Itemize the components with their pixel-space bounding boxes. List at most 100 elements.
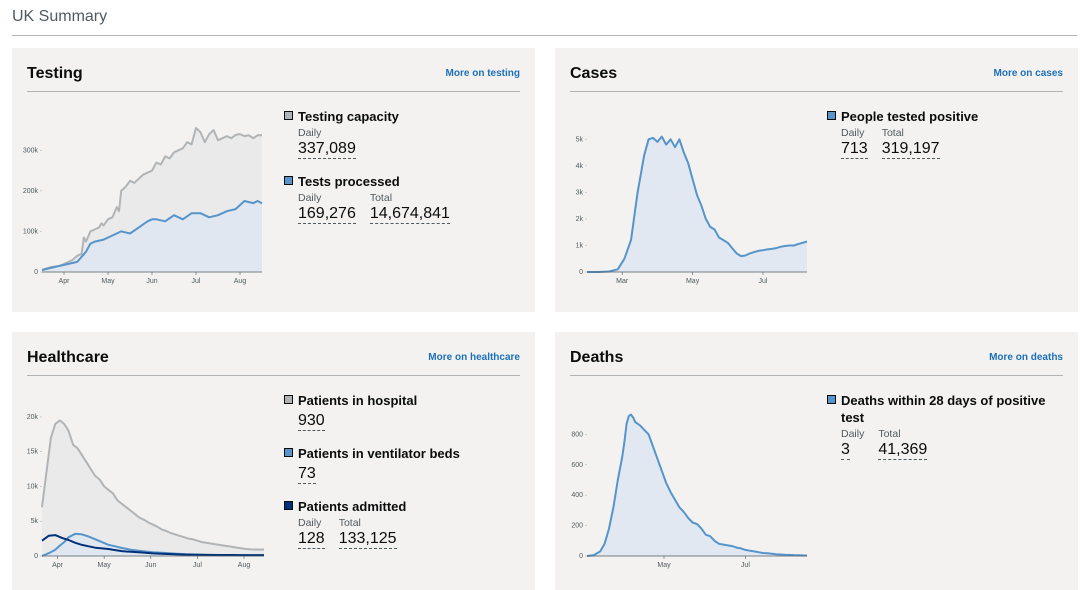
x-tick-label: May: [657, 562, 671, 569]
card-header: Healthcare More on healthcare: [27, 349, 520, 376]
testing-stats: Testing capacity Daily 337,089 Tests proc…: [284, 108, 464, 238]
card-header: Deaths More on deaths: [570, 349, 1063, 376]
y-tick-label: 200: [571, 523, 583, 530]
y-tick-label: 200k: [23, 188, 39, 195]
stat-deaths-within-28-days: Deaths within 28 days of positive test D…: [827, 392, 1057, 460]
card-header: Testing More on testing: [27, 65, 520, 92]
total-label: Total: [878, 428, 901, 440]
y-tick-label: 100k: [23, 228, 39, 235]
series-line: [41, 534, 264, 557]
stat-patients-admitted: Patients admitted Daily 128 Total 133,125: [284, 498, 460, 549]
total-label: Total: [881, 127, 904, 139]
stat-label: People tested positive: [841, 109, 979, 124]
daily-label: Daily: [841, 428, 865, 440]
more-on-deaths-link[interactable]: More on deaths: [989, 352, 1063, 363]
cases-stats: People tested positive Daily 713 Total 319…: [827, 108, 978, 173]
legend-swatch: [284, 176, 293, 185]
x-tick-label: Mar: [616, 278, 629, 285]
testing-card: Testing More on testing 0 100k 200k 300k Apr…: [12, 48, 535, 312]
legend-swatch: [284, 395, 293, 404]
healthcare-chart: 0 5k 10k 15k 20k Apr May Jun Jul Aug: [27, 414, 265, 569]
y-tick-label: 5k: [576, 136, 584, 143]
stat-patients-in-ventilator-beds: Patients in ventilator beds 73: [284, 445, 460, 484]
card-title: Deaths: [570, 349, 624, 366]
series-area: [42, 533, 264, 556]
healthcare-card: Healthcare More on healthcare 0 5k 10k 15k 2…: [12, 332, 535, 590]
series-line: [587, 135, 808, 273]
daily-value[interactable]: 169,276: [298, 205, 356, 224]
stat-label: Patients in hospital: [298, 393, 418, 408]
card-header: Cases More on cases: [570, 65, 1063, 92]
x-tick-label: Jul: [759, 278, 768, 285]
legend-swatch: [284, 111, 293, 120]
y-tick-label: 15k: [27, 449, 39, 456]
y-tick-label: 0: [34, 269, 38, 276]
series-area: [42, 420, 264, 556]
x-tick-label: Aug: [234, 278, 247, 285]
legend-swatch: [827, 111, 836, 120]
more-on-testing-link[interactable]: More on testing: [445, 68, 520, 79]
daily-value[interactable]: 73: [298, 465, 316, 484]
stat-testing-capacity: Testing capacity Daily 337,089: [284, 108, 464, 159]
stat-label: Tests processed: [298, 174, 400, 189]
x-tick-label: May: [686, 278, 700, 285]
daily-label: Daily: [841, 127, 865, 139]
cases-card: Cases More on cases 0 1k 2k 3k 4k 5k Mar May Jul…: [555, 48, 1078, 312]
y-tick-label: 0: [34, 553, 38, 560]
total-value[interactable]: 14,674,841: [369, 205, 450, 224]
total-value[interactable]: 133,125: [338, 530, 397, 549]
deaths-card: Deaths More on deaths 0 200 400 600 800 May Ju…: [555, 332, 1078, 590]
total-value[interactable]: 41,369: [878, 441, 928, 460]
y-tick-label: 2k: [576, 216, 584, 223]
y-tick-label: 0: [579, 553, 583, 560]
y-tick-label: 1k: [576, 242, 584, 249]
daily-label: Daily: [298, 517, 322, 529]
y-tick-label: 300k: [23, 147, 39, 154]
y-tick-label: 400: [571, 492, 583, 499]
x-tick-label: Aug: [238, 562, 251, 569]
series-line: [41, 419, 265, 551]
y-tick-label: 600: [571, 462, 583, 469]
x-tick-label: Jun: [146, 278, 157, 285]
x-tick-label: Apr: [52, 562, 64, 569]
more-on-cases-link[interactable]: More on cases: [993, 68, 1063, 79]
daily-label: Daily: [298, 127, 322, 139]
stat-label: Testing capacity: [298, 109, 399, 124]
stat-label: Deaths within 28 days of positive test: [841, 393, 1046, 425]
series-area: [587, 414, 807, 556]
series-line: [41, 200, 263, 271]
x-tick-label: Jun: [145, 562, 156, 569]
y-tick-label: 3k: [576, 189, 584, 196]
card-title: Healthcare: [27, 349, 109, 366]
y-tick-label: 800: [571, 431, 583, 438]
stat-tests-processed: Tests processed Daily 169,276 Total 14,674…: [284, 173, 464, 224]
x-tick-label: May: [101, 278, 115, 285]
x-tick-label: Apr: [59, 278, 71, 285]
daily-value[interactable]: 3: [841, 441, 850, 460]
daily-value[interactable]: 128: [298, 530, 325, 549]
testing-chart: 0 100k 200k 300k Apr May Jun Jul Aug: [23, 127, 263, 285]
daily-value[interactable]: 337,089: [298, 140, 356, 159]
card-title: Testing: [27, 65, 83, 82]
x-tick-label: Jul: [741, 562, 750, 569]
daily-value[interactable]: 930: [298, 412, 325, 431]
y-tick-label: 5k: [31, 518, 39, 525]
series-line: [41, 127, 262, 271]
daily-label: Daily: [298, 192, 322, 204]
stat-patients-in-hospital: Patients in hospital 930: [284, 392, 460, 431]
legend-swatch: [284, 448, 293, 457]
daily-value[interactable]: 713: [841, 140, 868, 159]
y-tick-label: 20k: [27, 414, 39, 421]
total-value[interactable]: 319,197: [881, 140, 940, 159]
more-on-healthcare-link[interactable]: More on healthcare: [428, 352, 520, 363]
stat-label: Patients in ventilator beds: [298, 446, 460, 461]
page-title: UK Summary: [12, 8, 108, 25]
deaths-stats: Deaths within 28 days of positive test D…: [827, 392, 1057, 474]
y-tick-label: 4k: [576, 163, 584, 170]
series-area: [587, 136, 807, 272]
card-title: Cases: [570, 65, 618, 82]
legend-swatch: [284, 501, 293, 510]
series-area: [42, 201, 262, 272]
cases-chart: 0 1k 2k 3k 4k 5k Mar May Jul: [576, 135, 808, 285]
y-tick-label: 0: [579, 269, 583, 276]
